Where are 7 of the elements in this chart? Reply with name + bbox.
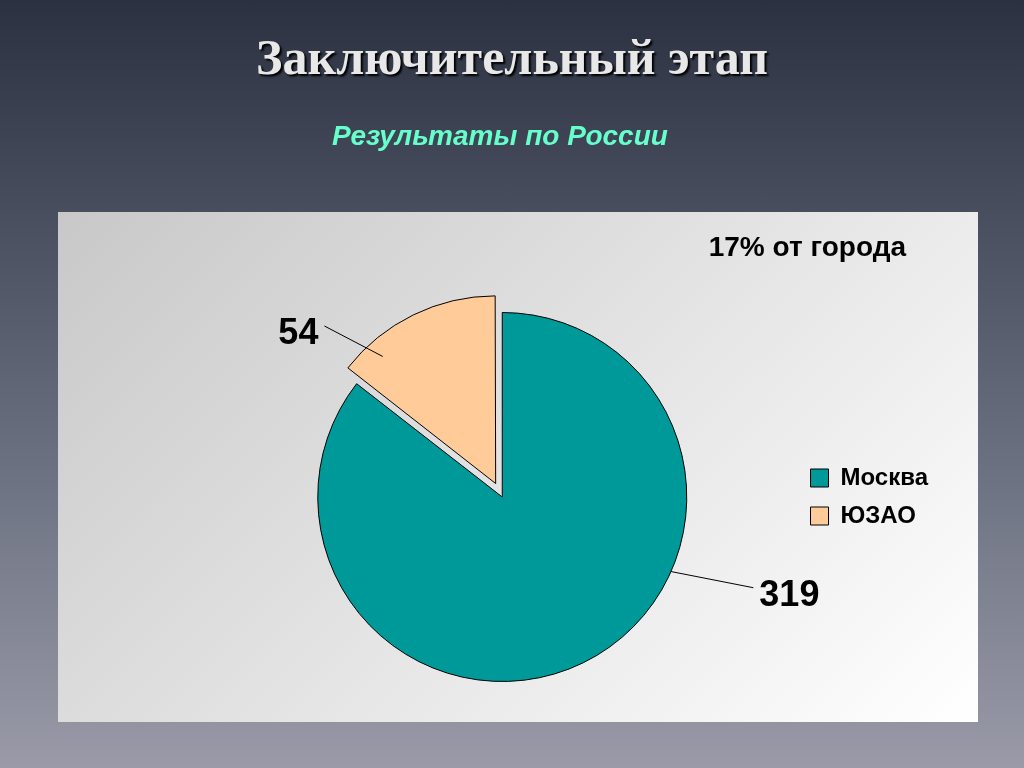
legend-label: Москва <box>840 462 929 490</box>
data-label: 54 <box>278 310 319 352</box>
data-label: 319 <box>759 572 820 614</box>
legend-label: ЮЗАО <box>840 500 916 528</box>
chart-title: Заключительный этап <box>255 28 769 86</box>
chart-subtitle: Результаты по России <box>331 120 669 152</box>
text: 17% от города <box>708 230 907 262</box>
